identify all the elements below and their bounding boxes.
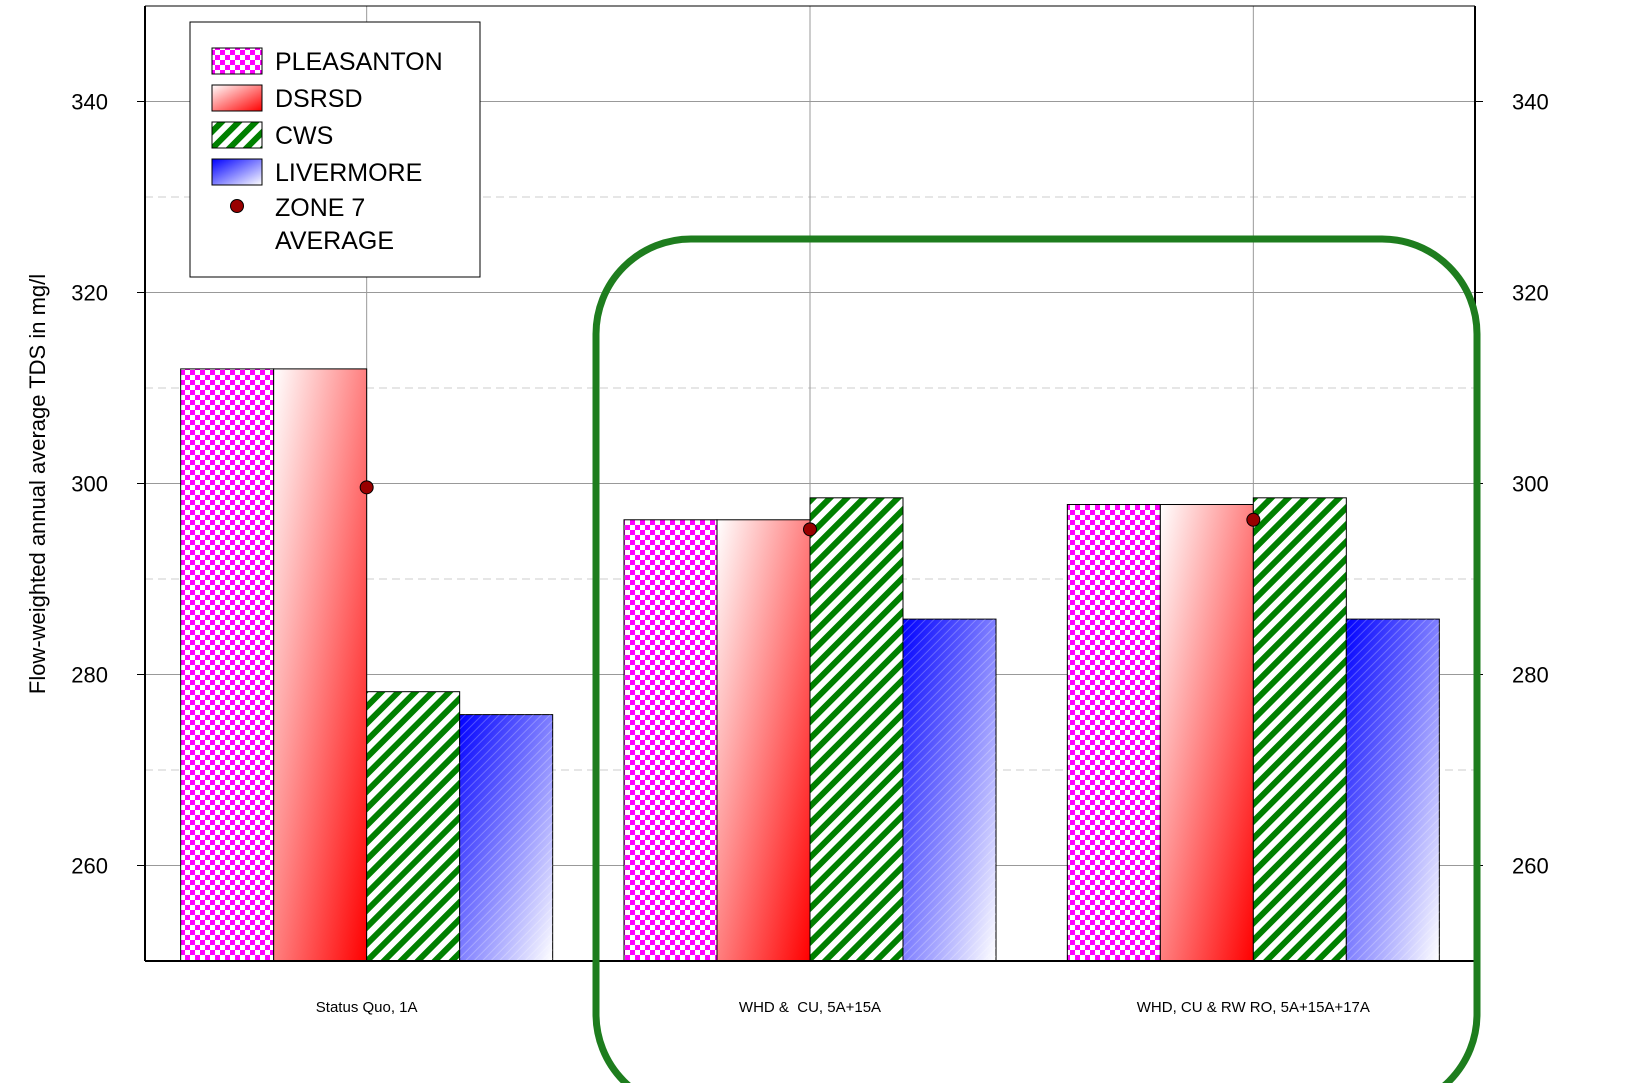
legend-label: LIVERMORE: [275, 159, 422, 187]
legend-marker-zone7: [230, 199, 244, 213]
bar-dsrsd: [716, 519, 811, 962]
zone7-average-marker: [803, 522, 817, 537]
bar-cws: [1252, 497, 1347, 962]
y-tick-label-left: 280: [71, 663, 108, 688]
y-tick-label-right: 260: [1512, 854, 1549, 879]
highlight-annotation: [592, 235, 1481, 1088]
legend-swatch-pleasanton: [211, 47, 263, 75]
bar-texture: [459, 714, 553, 961]
highlight-rounded-rect: [592, 235, 1481, 1088]
bar-cws: [809, 497, 904, 962]
zone7-average-marker: [1246, 512, 1261, 527]
bar-texture: [1346, 619, 1440, 961]
y-tick-label-right: 280: [1512, 663, 1549, 688]
x-category-label: Status Quo, 1A: [316, 999, 418, 1016]
bar-pleasanton: [180, 368, 275, 962]
y-tick-label-left: 320: [71, 281, 108, 306]
y-tick-label-right: 300: [1512, 472, 1549, 497]
y-tick-label-left: 300: [71, 472, 108, 497]
bar-texture: [903, 619, 996, 961]
bars: [180, 368, 1440, 962]
bar-dsrsd: [273, 368, 368, 962]
legend-swatch-livermore: [211, 158, 263, 186]
y-axis-title: Flow-weighted annual average TDS in mg/l: [25, 274, 50, 694]
legend-label: CWS: [275, 122, 333, 150]
legend-label: PLEASANTON: [275, 48, 443, 76]
legend-swatch-cws: [211, 121, 263, 149]
bar-pleasanton: [1066, 504, 1161, 962]
x-category-label: WHD, CU & RW RO, 5A+15A+17A: [1137, 999, 1370, 1016]
zone7-average-marker: [359, 480, 374, 495]
legend-label: ZONE 7: [275, 194, 365, 222]
legend-label: AVERAGE: [275, 227, 394, 255]
y-tick-label-right: 320: [1512, 281, 1549, 306]
tick-labels: 260 260 280 280 300 300 320 320 340 340: [71, 90, 1548, 879]
x-category-label: WHD & CU, 5A+15A: [739, 999, 881, 1016]
category-labels: Status Quo, 1A WHD & CU, 5A+15A WHD, CU & …: [316, 999, 1370, 1016]
bar-pleasanton: [623, 519, 718, 962]
average-markers: [359, 480, 1261, 537]
legend: PLEASANTON DSRSD CWS LIVERMORE ZONE 7 AVERAGE: [189, 21, 481, 278]
legend-label: DSRSD: [275, 85, 363, 113]
bar-cws: [366, 691, 461, 962]
y-tick-label-right: 340: [1512, 90, 1549, 115]
bar-dsrsd: [1159, 504, 1254, 962]
y-tick-label-left: 340: [71, 90, 108, 115]
y-tick-label-left: 260: [71, 854, 108, 879]
legend-swatch-dsrsd: [211, 84, 263, 112]
